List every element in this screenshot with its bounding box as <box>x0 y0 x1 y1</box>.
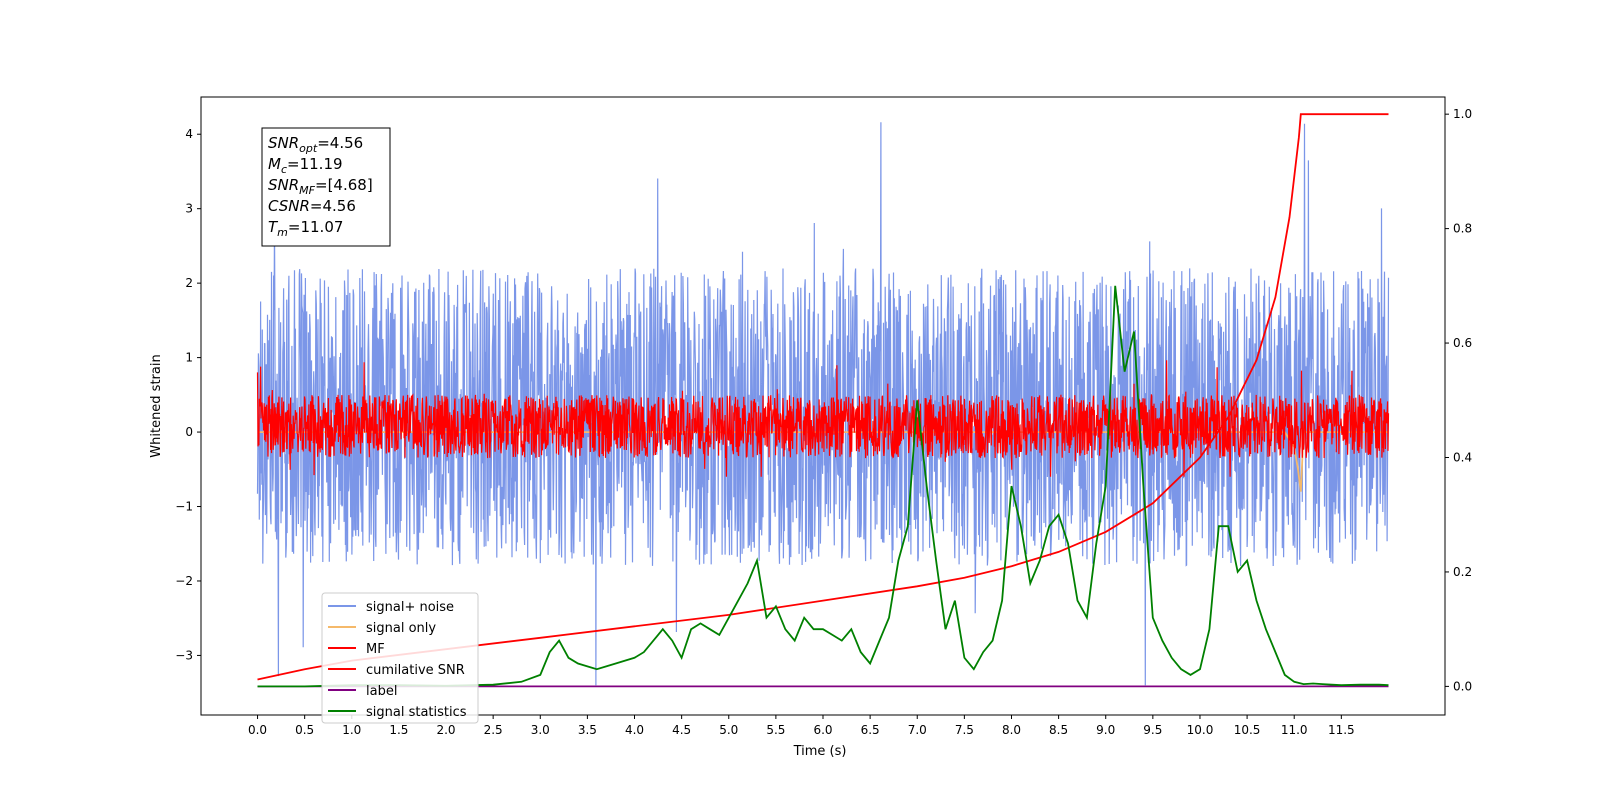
y-left-tick-label: 3 <box>185 202 193 216</box>
x-tick-label: 9.0 <box>1096 723 1115 737</box>
x-tick-label: 10.5 <box>1234 723 1261 737</box>
legend-label: signal only <box>366 621 436 636</box>
y-right-tick-label: 0.8 <box>1453 222 1472 236</box>
annotation-line: Tm=11.07 <box>268 218 343 239</box>
x-tick-label: 7.0 <box>908 723 927 737</box>
x-tick-label: 9.5 <box>1143 723 1162 737</box>
x-tick-label: 8.5 <box>1049 723 1068 737</box>
x-tick-label: 1.0 <box>342 723 361 737</box>
series-line-3 <box>257 113 1389 681</box>
series-line-2 <box>256 360 1390 477</box>
x-tick-label: 3.5 <box>578 723 597 737</box>
y-right-tick-label: 0.4 <box>1453 451 1472 465</box>
y-right-tick-label: 0.6 <box>1453 336 1472 350</box>
y-left-tick-label: 1 <box>185 351 193 365</box>
x-axis: 0.0 0.5 1.0 1.5 2.0 2.5 3.0 3.5 4.0 4.5 5.0 5.5 6.0 6… <box>248 715 1355 737</box>
x-tick-label: 11.0 <box>1281 723 1308 737</box>
legend-label: MF <box>366 642 385 657</box>
x-tick-label: 5.5 <box>766 723 785 737</box>
y-left-tick-label: 0 <box>185 425 193 439</box>
annotation-box: SNRopt=4.56Mc=11.19SNRMF=[4.68]CSNR=4.56… <box>261 127 391 247</box>
x-tick-label: 6.5 <box>861 723 880 737</box>
x-axis-label: Time (s) <box>793 744 847 759</box>
y-right-tick-label: 0.0 <box>1453 679 1472 693</box>
annotation-line: SNRMF=[4.68] <box>268 176 373 197</box>
series-line-5 <box>257 285 1389 688</box>
y-right-tick-label: 0.2 <box>1453 565 1472 579</box>
annotation-line: SNRopt=4.56 <box>268 134 363 155</box>
annotation-line: CSNR=4.56 <box>268 197 356 215</box>
y-left-tick-label: −2 <box>175 574 193 588</box>
y-axis-label: Whitened strain <box>149 354 164 457</box>
legend-label: label <box>366 684 397 699</box>
x-tick-label: 4.0 <box>625 723 644 737</box>
x-tick-label: 6.0 <box>813 723 832 737</box>
legend-frame <box>321 592 479 724</box>
annotation-frame <box>261 127 391 247</box>
x-tick-label: 7.5 <box>955 723 974 737</box>
x-tick-label: 2.5 <box>484 723 503 737</box>
x-tick-label: 8.0 <box>1002 723 1021 737</box>
y-left-tick-label: −1 <box>175 500 193 514</box>
x-tick-label: 10.0 <box>1187 723 1214 737</box>
legend-label: signal statistics <box>366 705 467 720</box>
x-tick-label: 11.5 <box>1328 723 1355 737</box>
y-left-tick-label: 2 <box>185 276 193 290</box>
y-axis-right: 0.0 0.2 0.4 0.6 0.8 1.0 <box>1445 107 1472 693</box>
legend-label: cumilative SNR <box>366 663 465 678</box>
x-tick-label: 5.0 <box>719 723 738 737</box>
annotation-line: Mc=11.19 <box>268 155 343 176</box>
legend: signal+ noise signal only MF cumilative SNR… <box>321 592 479 724</box>
y-left-tick-label: −3 <box>175 648 193 662</box>
series-line-0 <box>256 122 1390 686</box>
x-tick-label: 1.5 <box>389 723 408 737</box>
x-tick-label: 4.5 <box>672 723 691 737</box>
x-tick-label: 2.0 <box>436 723 455 737</box>
y-left-tick-label: 4 <box>185 127 193 141</box>
x-tick-label: 0.0 <box>248 723 267 737</box>
x-tick-label: 0.5 <box>295 723 314 737</box>
legend-label: signal+ noise <box>366 600 454 615</box>
x-tick-label: 3.0 <box>531 723 550 737</box>
y-right-tick-label: 1.0 <box>1453 107 1472 121</box>
y-axis-left: −3 −2 −1 0 1 2 3 4 <box>175 127 201 662</box>
